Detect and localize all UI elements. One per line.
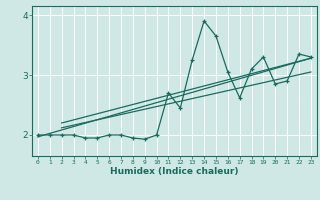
X-axis label: Humidex (Indice chaleur): Humidex (Indice chaleur) (110, 167, 239, 176)
